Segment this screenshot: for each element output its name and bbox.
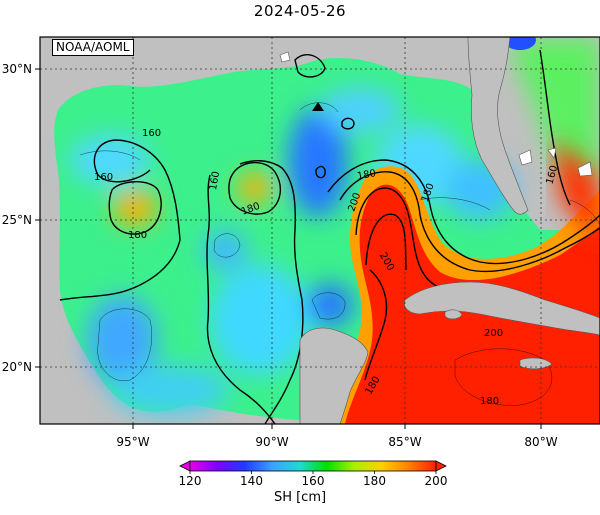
y-tick-label: 20°N: [2, 360, 32, 374]
colorbar-tick-label: 160: [302, 474, 325, 488]
yucatan-land: [299, 327, 369, 424]
plot-frame: [39, 36, 600, 425]
colorbar-tick-label: 120: [179, 474, 202, 488]
station-triangle-icon: [312, 102, 324, 111]
contour-label: 160: [208, 170, 222, 191]
caribbean-land: [404, 281, 600, 370]
bahamas-islands: [279, 51, 593, 177]
colorbar: 120 140 160 180 200: [179, 460, 448, 488]
colorbar-high-arrow: [435, 460, 447, 472]
y-tick-label: 30°N: [2, 62, 32, 76]
x-tick-label: 85°W: [388, 435, 421, 449]
axis-labels: 95°W 90°W 85°W 80°W 30°N 25°N 20°N: [2, 62, 558, 449]
colorbar-low-arrow: [179, 460, 191, 472]
contour-label: 160: [142, 128, 161, 139]
florida-land: [467, 37, 529, 215]
contour-label: 180: [356, 168, 377, 182]
axis-ticks: [35, 68, 542, 429]
contour-label: 180: [480, 396, 499, 407]
contour-label: 160: [94, 172, 113, 183]
colorbar-tick-label: 140: [240, 474, 263, 488]
x-tick-label: 80°W: [524, 435, 557, 449]
credit-label: NOAA/AOML: [52, 39, 134, 56]
map-title: 2024-05-26: [253, 2, 347, 20]
colorbar-gradient: [189, 460, 437, 472]
colorbar-label: SH [cm]: [273, 490, 327, 505]
graticule: [40, 37, 600, 424]
colorbar-tick-label: 200: [425, 474, 448, 488]
contour-lines: [59, 49, 600, 424]
colorbar-tick-label: 180: [363, 474, 386, 488]
x-tick-label: 90°W: [255, 435, 288, 449]
y-tick-label: 25°N: [2, 213, 32, 227]
contour-label: 180: [128, 230, 147, 241]
x-tick-label: 95°W: [116, 435, 149, 449]
contour-label: 200: [484, 328, 503, 339]
contour-label: 160: [545, 164, 561, 185]
